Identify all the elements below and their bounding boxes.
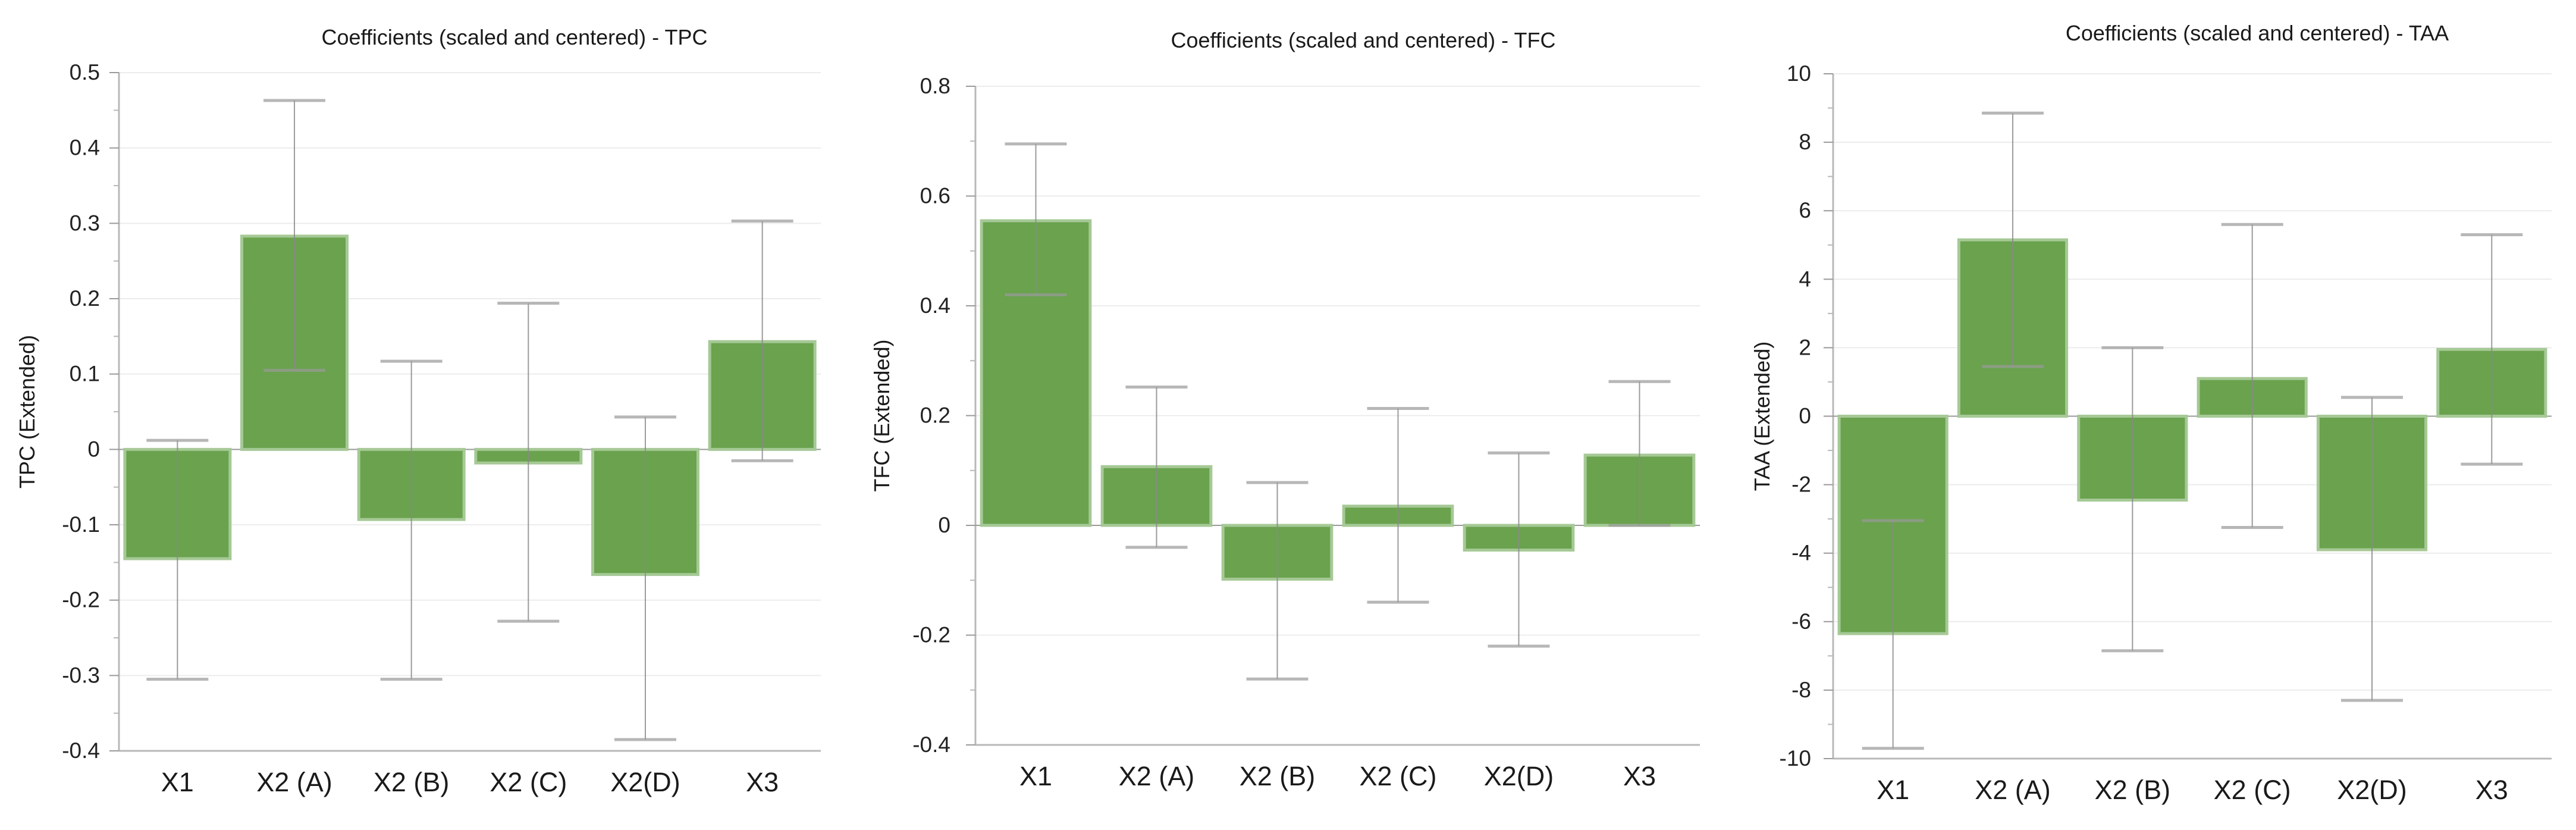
y-tick-label: 0	[87, 437, 100, 461]
y-tick-label: 6	[1799, 198, 1811, 223]
y-axis-label: TPC (Extended)	[15, 335, 39, 488]
y-tick-label: -0.3	[62, 663, 100, 687]
x-tick-label: X2(D)	[610, 767, 680, 797]
y-axis-label: TFC (Extended)	[870, 339, 894, 491]
y-tick-label: 4	[1799, 267, 1811, 291]
y-tick-label: 0	[1799, 404, 1811, 428]
x-tick-label: X1	[161, 767, 194, 797]
y-tick-label: 0	[938, 513, 950, 537]
y-tick-label: 0.8	[920, 74, 950, 98]
chart-title: Coefficients (scaled and centered) - TFC	[1171, 28, 1556, 52]
x-tick-label: X2 (A)	[1119, 761, 1195, 791]
y-tick-label: -0.4	[912, 732, 950, 757]
y-tick-label: 0.3	[70, 211, 100, 235]
chart-tpc: -0.4 -0.3 -0.2 -0.1 0 0.1 0.2 0.3 0.4 0.5 X1 X2 (A)…	[15, 25, 821, 797]
y-tick-label: -4	[1791, 541, 1811, 565]
x-tick-label: X2 (A)	[1975, 775, 2051, 805]
x-tick-label: X2 (C)	[2214, 775, 2291, 805]
x-tick-label: X2(D)	[2337, 775, 2407, 805]
y-tick-label: 0.4	[70, 136, 100, 160]
x-tick-label: X2 (B)	[2095, 775, 2171, 805]
y-tick-label: 0.2	[70, 286, 100, 311]
x-tick-label: X2 (C)	[1359, 761, 1436, 791]
y-tick-label: -8	[1791, 678, 1811, 702]
y-tick-label: 0.6	[920, 184, 950, 208]
chart-title: Coefficients (scaled and centered) - TAA	[2066, 21, 2449, 45]
y-tick-label: -0.1	[62, 512, 100, 537]
y-tick-label: -10	[1780, 746, 1811, 771]
y-tick-label: 0.1	[70, 362, 100, 386]
x-tick-label: X3	[1623, 761, 1656, 791]
y-tick-label: 10	[1787, 61, 1811, 86]
y-axis-label: TAA (Extended)	[1750, 342, 1774, 491]
y-tick-label: -2	[1791, 472, 1811, 497]
y-tick-label: 2	[1799, 335, 1811, 359]
x-tick-label: X2 (C)	[490, 767, 567, 797]
x-tick-label: X3	[746, 767, 779, 797]
y-tick-label: -0.4	[62, 738, 100, 763]
x-tick-label: X3	[2475, 775, 2508, 805]
y-tick-label: -6	[1791, 609, 1811, 634]
chart-tfc: -0.4 -0.2 0 0.2 0.4 0.6 0.8 X1 X2 (A) X2 (B) X2 (C…	[870, 28, 1700, 791]
y-tick-label: 0.4	[920, 293, 950, 318]
chart-taa: -10 -8 -6 -4 -2 0 2 4 6 8 10 X1 X2 (A) X2 (B) X2 (C) X2…	[1750, 21, 2552, 805]
x-tick-label: X1	[1877, 775, 1909, 805]
x-tick-label: X2(D)	[1484, 761, 1554, 791]
x-tick-label: X2 (A)	[256, 767, 332, 797]
y-tick-label: -0.2	[912, 623, 950, 647]
chart-title: Coefficients (scaled and centered) - TPC	[322, 25, 708, 49]
y-tick-label: -0.2	[62, 588, 100, 612]
x-tick-label: X2 (B)	[374, 767, 450, 797]
y-tick-label: 0.5	[70, 60, 100, 84]
y-tick-label: 0.2	[920, 403, 950, 428]
x-tick-label: X1	[1019, 761, 1052, 791]
y-tick-label: 8	[1799, 130, 1811, 154]
x-tick-label: X2 (B)	[1240, 761, 1316, 791]
